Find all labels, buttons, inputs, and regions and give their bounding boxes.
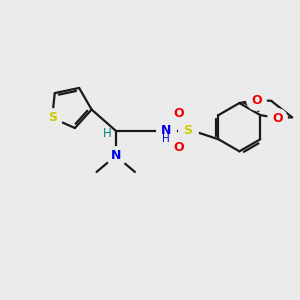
Text: O: O [272, 112, 283, 124]
Text: O: O [251, 94, 262, 106]
Text: O: O [173, 141, 184, 154]
Text: H: H [162, 134, 170, 144]
Text: S: S [183, 124, 192, 137]
Text: N: N [160, 124, 171, 137]
Text: S: S [48, 111, 57, 124]
Text: O: O [173, 107, 184, 120]
Text: N: N [110, 149, 121, 162]
Text: H: H [103, 127, 112, 140]
